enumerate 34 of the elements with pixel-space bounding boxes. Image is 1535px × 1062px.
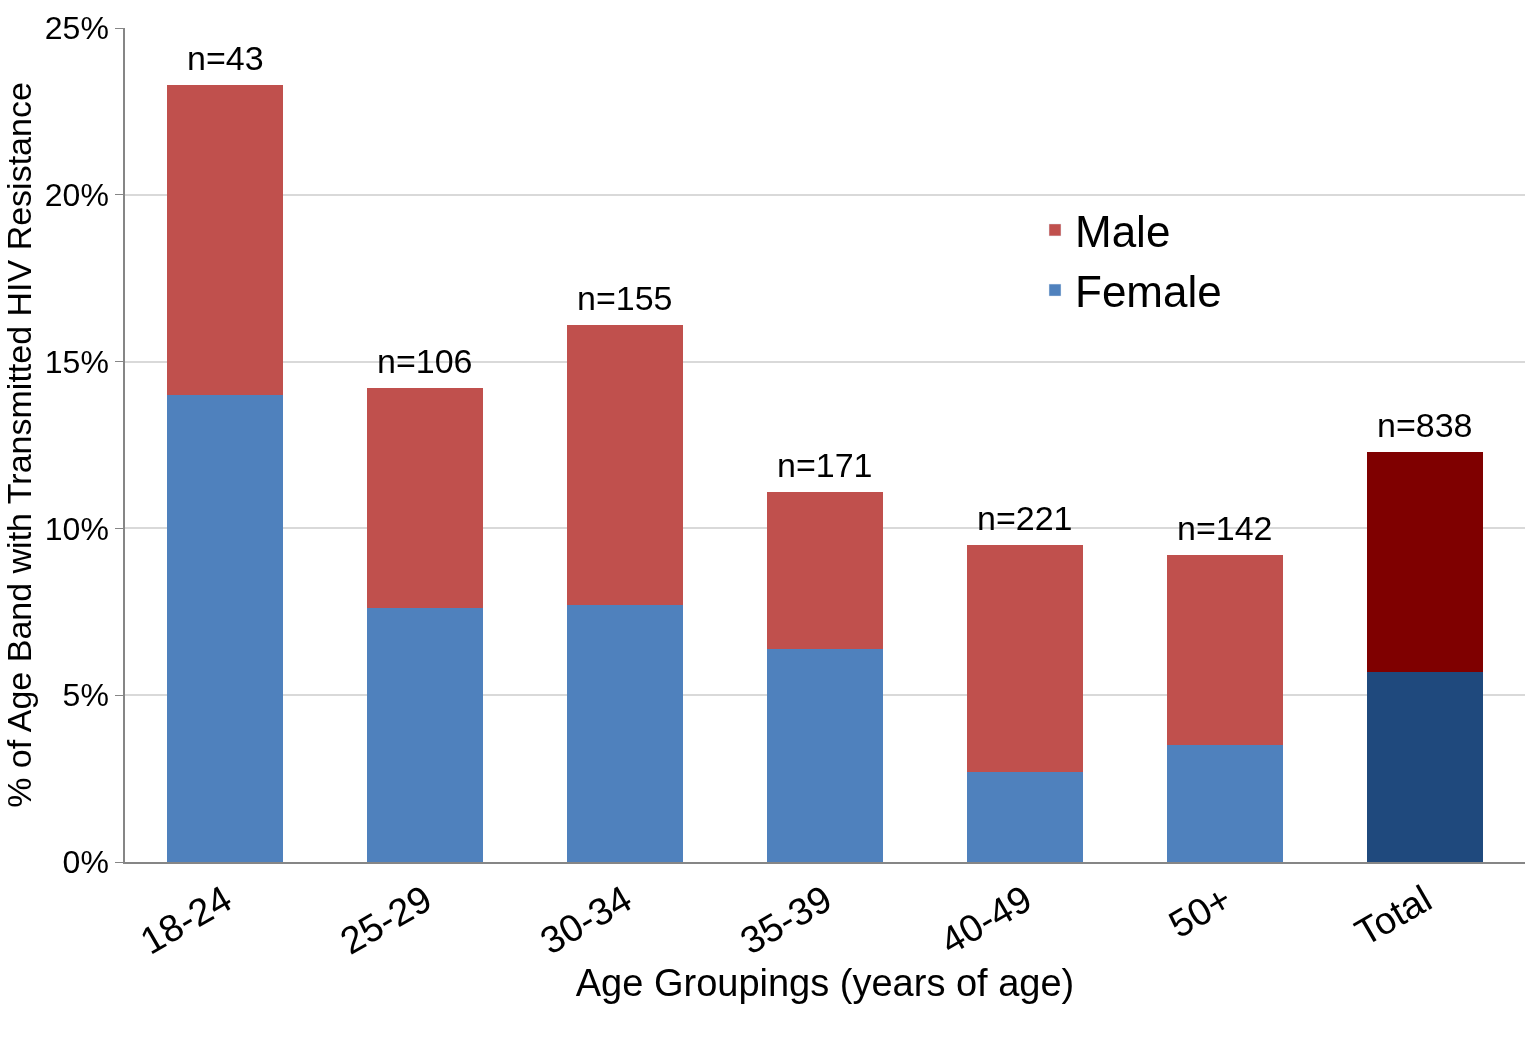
bar (567, 605, 683, 862)
y-axis-title: % of Age Band with Transmitted HIV Resistance (0, 82, 38, 808)
bar (567, 324, 683, 606)
x-tick-label: Total (1347, 877, 1439, 954)
bar (1167, 555, 1283, 746)
annotation: n=142 (1177, 509, 1273, 547)
y-tick-label: 25% (44, 10, 109, 47)
annotation: n=838 (1377, 406, 1473, 444)
annotation: n=171 (777, 446, 873, 484)
bar (1367, 671, 1483, 862)
y-tick-label: 20% (44, 177, 109, 213)
annotation: n=43 (187, 39, 264, 77)
y-tick-label: 5% (62, 677, 109, 714)
bar (767, 491, 883, 649)
bar (167, 394, 283, 862)
bar (767, 648, 883, 862)
bar (367, 608, 483, 862)
bar (167, 84, 283, 395)
annotation: n=221 (977, 499, 1073, 537)
bar (1367, 451, 1483, 672)
annotation: n=106 (377, 342, 473, 380)
bar (967, 771, 1083, 862)
bar (967, 545, 1083, 772)
x-tick-label: 50+ (1161, 877, 1239, 946)
annotation: n=155 (577, 279, 673, 317)
x-axis-title: Age Groupings (years of age) (575, 962, 1075, 1005)
y-tick-label: 15% (44, 343, 109, 380)
y-tick-label: 0% (62, 844, 109, 881)
x-tick-label: 40-49 (933, 877, 1039, 963)
legend-label: Female (1075, 267, 1222, 317)
y-tick-label: 10% (44, 510, 109, 547)
bar (367, 388, 483, 609)
bar (1167, 745, 1283, 862)
legend-label: Male (1075, 207, 1171, 257)
